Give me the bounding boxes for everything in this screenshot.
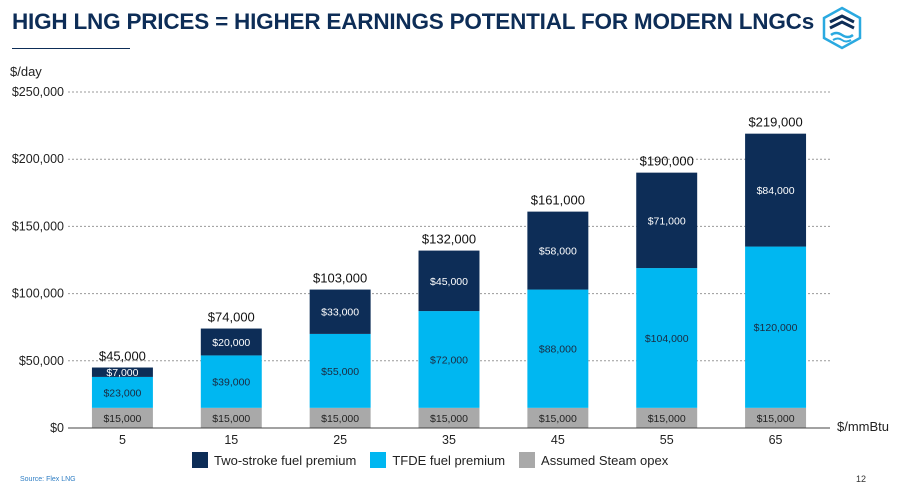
data-label-tfde: $104,000 [645,333,689,345]
bar-segment-steam [200,407,262,428]
bar-segment-tfde [418,311,480,408]
legend-label-steam: Assumed Steam opex [541,452,669,468]
bar-segment-tfde [91,376,153,408]
bar-segment-tfde [309,333,371,408]
x-axis-ticks: 5 15 25 35 45 55 65 [119,433,783,447]
total-label: $132,000 [422,232,476,247]
y-tick-label: $50,000 [19,354,64,368]
bar-segment-two-stroke [745,133,807,247]
bar-segment-tfde [636,268,698,408]
data-label-two-stroke: $58,000 [539,246,577,258]
bar-segment-tfde [745,246,807,408]
page-title: HIGH LNG PRICES = HIGHER EARNINGS POTENT… [12,9,815,34]
chart-legend: Two-stroke fuel premium TFDE fuel premiu… [192,452,668,468]
legend-item-steam: Assumed Steam opex [519,452,668,468]
data-label-tfde: $55,000 [321,366,359,378]
total-label: $161,000 [531,193,585,208]
y-axis-ticks: $0 $50,000 $100,000 $150,000 $200,000 $250,00… [12,85,64,435]
x-tick-label: 35 [442,433,456,447]
total-label: $103,000 [313,271,367,286]
bar-segment-steam [745,407,807,428]
flex-lng-logo-icon [822,6,862,50]
bars [91,133,807,428]
x-tick-label: 15 [224,433,238,447]
bar-segment-two-stroke [527,211,589,290]
total-label: $190,000 [640,154,694,169]
bar-segment-two-stroke [309,289,371,334]
y-tick-label: $150,000 [12,219,64,233]
total-label: $74,000 [208,310,255,325]
legend-swatch-steam [519,452,536,468]
legend-label-tfde: TFDE fuel premium [392,452,506,468]
bar-segment-steam [91,407,153,428]
data-label-steam: $15,000 [430,413,468,425]
bar-segment-steam [636,407,698,428]
source-note: Source: Flex LNG [20,476,76,483]
data-label-steam: $15,000 [757,413,795,425]
data-label-tfde: $88,000 [539,344,577,356]
data-label-steam: $15,000 [539,413,577,425]
title-underline [12,48,130,49]
data-label-tfde: $120,000 [754,322,798,334]
page-number: 12 [855,474,866,484]
data-label-two-stroke: $20,000 [212,337,250,349]
data-label-steam: $15,000 [103,413,141,425]
bar-segment-two-stroke [91,367,153,377]
data-label-two-stroke: $7,000 [106,367,138,379]
bar-segment-steam [418,407,480,428]
data-label-tfde: $39,000 [212,377,250,389]
x-tick-label: 5 [119,433,126,447]
data-labels: $15,000 $23,000 $7,000 $45,000 $15,000 $39,00… [99,115,803,425]
data-label-tfde: $23,000 [103,387,141,399]
bar-segment-steam [527,407,589,428]
x-tick-label: 25 [333,433,347,447]
data-label-two-stroke: $45,000 [430,276,468,288]
y-tick-label: $200,000 [12,152,64,166]
bar-segment-two-stroke [636,172,698,269]
legend-item-two-stroke: Two-stroke fuel premium [192,452,356,468]
data-label-tfde: $72,000 [430,354,468,366]
y-tick-label: $250,000 [12,85,64,99]
data-label-two-stroke: $33,000 [321,307,359,319]
data-label-two-stroke: $84,000 [757,185,795,197]
data-label-steam: $15,000 [321,413,359,425]
legend-label-two-stroke: Two-stroke fuel premium [214,452,357,468]
total-label: $45,000 [99,349,146,364]
data-label-steam: $15,000 [648,413,686,425]
bar-segment-two-stroke [418,250,480,312]
x-tick-label: 55 [660,433,674,447]
x-tick-label: 45 [551,433,565,447]
total-label: $219,000 [748,115,802,130]
legend-swatch-tfde [370,452,387,468]
data-label-steam: $15,000 [212,413,250,425]
legend-item-tfde: TFDE fuel premium [370,452,505,468]
bar-segment-two-stroke [200,328,262,356]
bar-segment-tfde [527,289,589,408]
legend-swatch-two-stroke [192,452,208,468]
y-axis-label: $/day [10,64,42,79]
y-tick-label: $100,000 [12,287,64,301]
x-tick-label: 65 [769,433,783,447]
bar-segment-tfde [200,355,262,408]
x-axis-label: $/mmBtu [837,419,889,434]
y-tick-label: $0 [50,421,64,435]
data-label-two-stroke: $71,000 [648,215,686,227]
bar-segment-steam [309,407,371,428]
